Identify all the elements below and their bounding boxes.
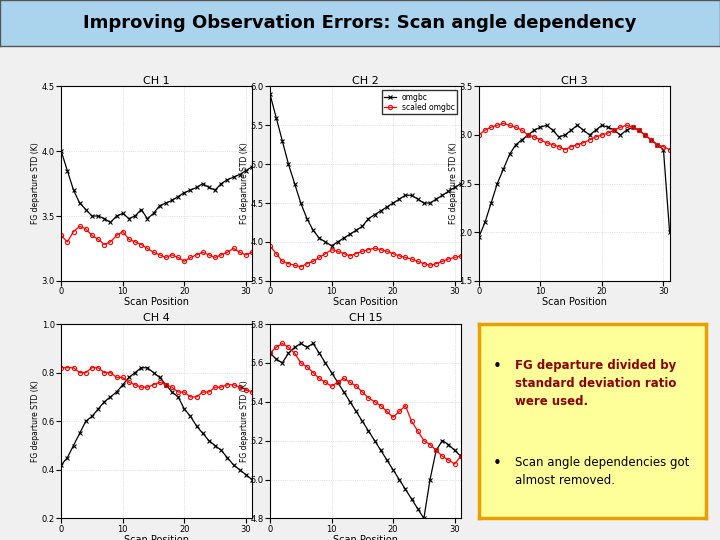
Y-axis label: FG departure STD (K): FG departure STD (K) (449, 143, 458, 225)
Text: •: • (492, 456, 501, 471)
Title: CH 3: CH 3 (561, 76, 588, 86)
omgbc (395, 196, 404, 202)
scaled omgbc (450, 254, 459, 261)
X-axis label: Scan Position: Scan Position (124, 535, 189, 540)
X-axis label: Scan Position: Scan Position (333, 298, 398, 307)
scaled omgbc (340, 251, 348, 257)
scaled omgbc (382, 248, 391, 254)
scaled omgbc (327, 246, 336, 253)
Text: Improving Observation Errors: Scan angle dependency: Improving Observation Errors: Scan angle… (84, 14, 636, 32)
Line: scaled omgbc: scaled omgbc (268, 244, 463, 269)
scaled omgbc (358, 248, 366, 254)
omgbc (420, 200, 428, 206)
scaled omgbc (401, 254, 410, 261)
omgbc (278, 138, 287, 144)
scaled omgbc (364, 246, 373, 253)
omgbc (309, 227, 318, 233)
scaled omgbc (297, 264, 305, 270)
omgbc (302, 215, 311, 222)
scaled omgbc (352, 251, 361, 257)
scaled omgbc (346, 253, 354, 259)
omgbc (284, 161, 293, 167)
omgbc (456, 180, 465, 187)
omgbc (432, 196, 441, 202)
scaled omgbc (278, 258, 287, 265)
Line: omgbc: omgbc (268, 92, 463, 248)
scaled omgbc (456, 253, 465, 259)
omgbc (321, 239, 330, 245)
Title: CH 1: CH 1 (143, 76, 170, 86)
omgbc (340, 235, 348, 241)
scaled omgbc (408, 256, 416, 262)
omgbc (333, 239, 342, 245)
scaled omgbc (284, 260, 293, 267)
omgbc (266, 91, 274, 97)
omgbc (272, 114, 281, 121)
scaled omgbc (377, 246, 385, 253)
Y-axis label: FG departure STD (K): FG departure STD (K) (31, 143, 40, 225)
scaled omgbc (426, 262, 434, 268)
Title: CH 15: CH 15 (348, 313, 382, 323)
scaled omgbc (432, 260, 441, 267)
omgbc (382, 204, 391, 210)
X-axis label: Scan Position: Scan Position (124, 298, 189, 307)
Title: CH 4: CH 4 (143, 313, 170, 323)
scaled omgbc (302, 260, 311, 267)
omgbc (370, 212, 379, 218)
omgbc (389, 200, 397, 206)
omgbc (413, 196, 422, 202)
omgbc (297, 200, 305, 206)
omgbc (426, 200, 434, 206)
Y-axis label: FG departure STD (K): FG departure STD (K) (31, 380, 40, 462)
scaled omgbc (389, 251, 397, 257)
omgbc (408, 192, 416, 199)
omgbc (290, 180, 299, 187)
Text: •: • (492, 359, 501, 374)
omgbc (444, 188, 453, 194)
omgbc (346, 231, 354, 238)
X-axis label: Scan Position: Scan Position (541, 298, 607, 307)
scaled omgbc (438, 258, 446, 265)
omgbc (438, 192, 446, 199)
Legend: omgbc, scaled omgbc: omgbc, scaled omgbc (382, 90, 457, 114)
Text: FG departure divided by
standard deviation ratio
were used.: FG departure divided by standard deviati… (515, 359, 677, 408)
omgbc (327, 242, 336, 249)
omgbc (401, 192, 410, 199)
scaled omgbc (315, 254, 323, 261)
omgbc (315, 235, 323, 241)
scaled omgbc (321, 251, 330, 257)
scaled omgbc (266, 242, 274, 249)
Text: Scan angle dependencies got
almost removed.: Scan angle dependencies got almost remov… (515, 456, 690, 487)
omgbc (352, 227, 361, 233)
scaled omgbc (333, 248, 342, 254)
Y-axis label: FG departure STD (K): FG departure STD (K) (240, 143, 249, 225)
omgbc (364, 215, 373, 222)
omgbc (450, 184, 459, 191)
scaled omgbc (395, 253, 404, 259)
scaled omgbc (413, 258, 422, 265)
scaled omgbc (370, 245, 379, 252)
scaled omgbc (309, 258, 318, 265)
omgbc (377, 207, 385, 214)
scaled omgbc (444, 256, 453, 262)
Title: CH 2: CH 2 (352, 76, 379, 86)
omgbc (358, 223, 366, 230)
scaled omgbc (290, 262, 299, 268)
scaled omgbc (420, 260, 428, 267)
Y-axis label: FG departure STD (K): FG departure STD (K) (240, 380, 249, 462)
X-axis label: Scan Position: Scan Position (333, 535, 398, 540)
scaled omgbc (272, 251, 281, 257)
